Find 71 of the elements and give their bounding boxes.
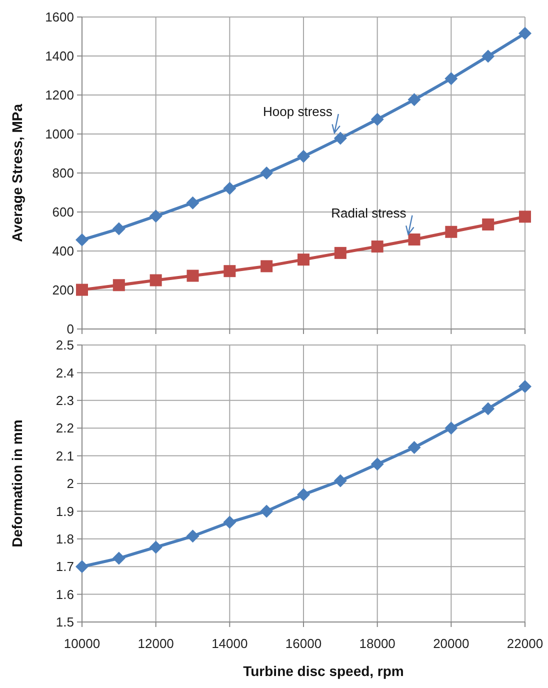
- point: [445, 226, 458, 238]
- y-tick-label: 2.4: [56, 365, 74, 380]
- x-tick-label: 16000: [285, 636, 322, 651]
- point: [518, 380, 532, 394]
- x-axis-title: Turbine disc speed, rpm: [243, 663, 404, 679]
- point: [223, 516, 236, 529]
- point: [482, 402, 495, 416]
- y-tick-label: 2.3: [56, 392, 74, 408]
- point: [482, 50, 495, 63]
- point: [224, 265, 236, 278]
- y-tick-label: 2.2: [56, 420, 74, 436]
- y-tick-label: 2: [66, 476, 74, 492]
- point: [371, 240, 384, 253]
- point: [370, 112, 384, 126]
- point: [408, 233, 420, 246]
- y-tick-label: 600: [52, 204, 74, 220]
- annotation: Radial stress: [331, 205, 407, 220]
- y-tick-label: 0: [66, 322, 74, 337]
- point: [519, 210, 531, 223]
- point: [444, 422, 458, 435]
- y-tick-label: 1.7: [56, 559, 74, 574]
- x-tick-label: 20000: [433, 636, 470, 651]
- point: [444, 72, 458, 86]
- y-tick-label: 2.5: [56, 338, 74, 353]
- point: [186, 270, 199, 282]
- y-tick-label: 1.9: [56, 504, 74, 519]
- x-tick-label: 12000: [138, 636, 174, 651]
- y-axis-title: Average Stress, MPa: [9, 104, 25, 242]
- point: [223, 182, 236, 195]
- point: [370, 458, 384, 471]
- annotation: Hoop stress: [263, 104, 333, 119]
- y-tick-label: 200: [52, 282, 74, 298]
- point: [334, 246, 346, 259]
- y-axis-title: Deformation in mm: [9, 420, 25, 548]
- point: [518, 26, 532, 40]
- point: [260, 504, 274, 518]
- y-tick-label: 1000: [45, 126, 74, 142]
- point: [408, 93, 421, 106]
- point: [186, 196, 200, 210]
- point: [76, 284, 88, 296]
- point: [76, 560, 88, 574]
- point: [150, 274, 162, 286]
- y-tick-label: 1.8: [56, 531, 74, 546]
- y-tick-label: 1.6: [56, 586, 74, 602]
- x-tick-label: 18000: [359, 636, 396, 651]
- x-tick-label: 10000: [64, 636, 100, 651]
- x-tick-label: 14000: [212, 636, 248, 651]
- point: [112, 222, 126, 236]
- point: [297, 150, 310, 163]
- point: [149, 210, 162, 223]
- point: [76, 233, 88, 246]
- y-tick-label: 1600: [45, 10, 74, 25]
- point: [482, 218, 494, 230]
- y-tick-label: 2.1: [56, 448, 74, 464]
- point: [112, 552, 126, 565]
- y-tick-label: 1.5: [56, 614, 74, 630]
- point: [408, 440, 421, 454]
- y-tick-label: 400: [52, 244, 74, 259]
- y-tick-label: 800: [52, 166, 74, 181]
- point: [298, 254, 310, 266]
- point: [334, 132, 347, 145]
- point: [297, 488, 310, 502]
- point: [260, 166, 274, 180]
- point: [149, 540, 162, 554]
- y-tick-label: 1400: [45, 48, 74, 64]
- point: [112, 279, 125, 292]
- point: [260, 260, 273, 272]
- x-tick-label: 22000: [506, 636, 544, 651]
- point: [334, 474, 347, 488]
- point: [186, 530, 200, 543]
- y-tick-label: 1200: [45, 88, 74, 103]
